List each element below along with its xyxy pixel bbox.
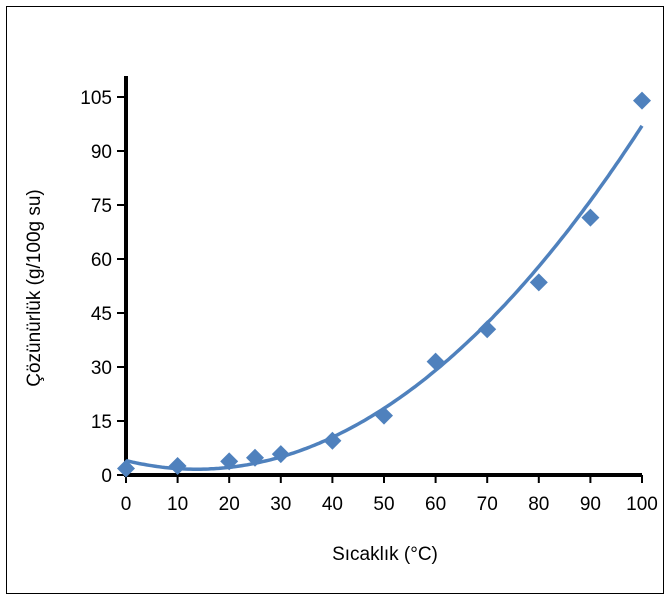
y-tick-label: 90 [91,142,112,163]
x-tick-label: 100 [626,494,658,515]
data-point [220,452,239,471]
x-tick-label: 40 [322,494,343,515]
x-tick-label: 90 [580,494,601,515]
x-tick-label: 70 [477,494,498,515]
y-tick-label: 0 [101,466,112,487]
y-tick-label: 15 [91,412,112,433]
data-point [246,448,264,467]
y-tick-label: 60 [91,250,112,271]
data-points [117,91,651,478]
x-axis-title: Sıcaklık (°C) [332,544,438,565]
data-point [323,431,342,450]
chart-frame [6,6,664,594]
data-point [117,459,135,478]
x-tick-label: 20 [219,494,240,515]
x-tick-label: 0 [121,494,132,515]
x-tick-label: 50 [373,494,394,515]
data-point [168,457,187,475]
y-axis-ticks: 0 15 30 45 60 75 90 105 [80,88,126,487]
data-point [581,208,600,227]
data-point [271,445,290,464]
data-point [426,352,445,371]
x-tick-label: 80 [528,494,549,515]
y-tick-label: 30 [91,358,112,379]
data-point [529,273,548,292]
y-axis-title: Çözünürlük (g/100g su) [24,189,45,387]
data-point [375,406,393,425]
x-tick-label: 30 [270,494,291,515]
data-point [478,320,497,339]
x-tick-label: 60 [425,494,446,515]
y-tick-label: 45 [91,304,112,325]
x-axis-ticks: 0 10 20 30 40 50 60 70 80 90 100 [121,475,658,515]
x-tick-label: 10 [167,494,188,515]
data-point [633,91,651,110]
y-tick-label: 105 [80,88,112,109]
y-tick-label: 75 [91,196,112,217]
